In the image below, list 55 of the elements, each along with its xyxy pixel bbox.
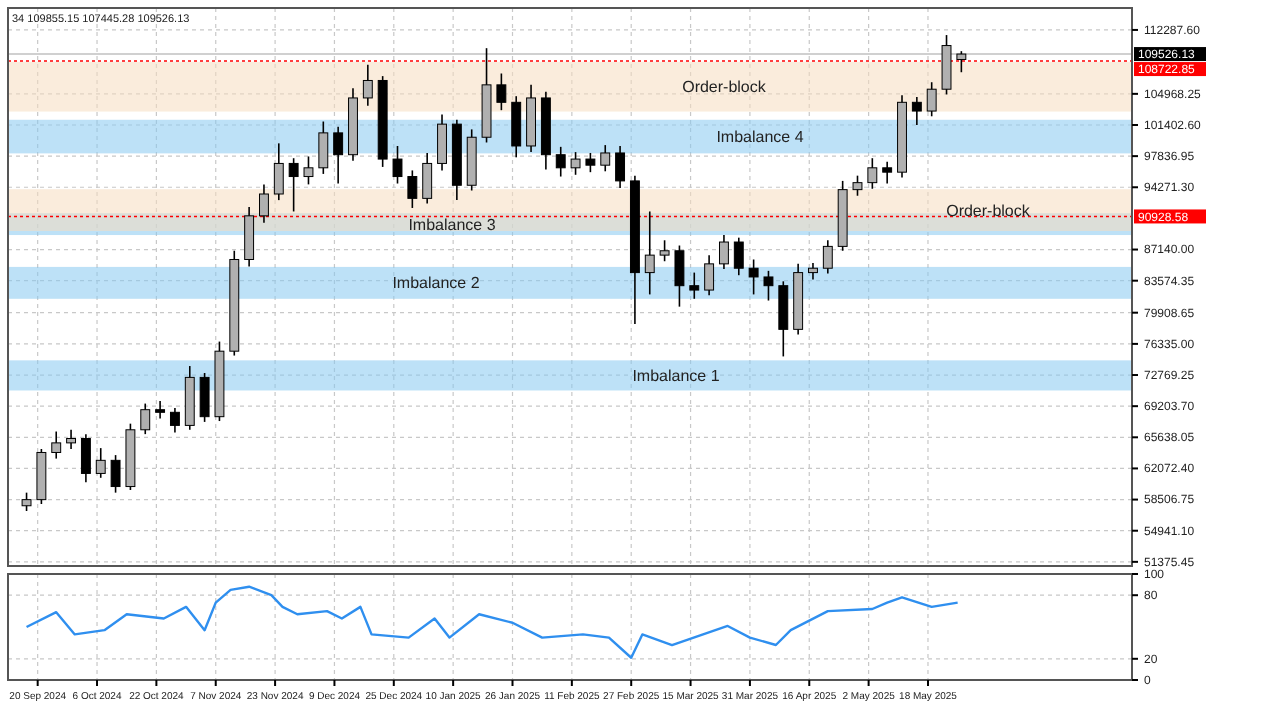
candlestick bbox=[704, 254, 715, 297]
candlestick bbox=[437, 113, 447, 172]
candlestick bbox=[199, 372, 210, 423]
candlestick bbox=[318, 120, 329, 175]
candlestick bbox=[51, 430, 62, 460]
candlestick bbox=[763, 270, 774, 302]
band-label: Imbalance 4 bbox=[716, 128, 805, 147]
candlestick bbox=[867, 157, 878, 190]
candlestick bbox=[941, 34, 952, 96]
candlestick bbox=[66, 428, 77, 450]
candlestick bbox=[36, 448, 47, 505]
candlestick bbox=[155, 400, 166, 420]
candlestick bbox=[644, 210, 655, 296]
candlestick bbox=[244, 206, 255, 268]
candlestick bbox=[748, 258, 759, 296]
candlestick bbox=[882, 160, 893, 185]
candlestick bbox=[911, 96, 922, 126]
candlestick bbox=[80, 433, 91, 483]
candlestick bbox=[407, 169, 418, 209]
candlestick bbox=[392, 145, 403, 185]
candlestick bbox=[110, 454, 121, 494]
band-label: Order-block bbox=[682, 78, 768, 97]
candlestick bbox=[778, 280, 789, 358]
candlestick bbox=[555, 146, 566, 178]
candlestick bbox=[362, 63, 373, 107]
candlestick bbox=[719, 234, 729, 270]
candlestick bbox=[659, 239, 670, 263]
candlestick bbox=[140, 402, 151, 435]
band-label: Order-block bbox=[946, 201, 1032, 220]
band-label: Imbalance 3 bbox=[408, 215, 497, 234]
candlestick bbox=[570, 151, 581, 176]
candlestick bbox=[333, 125, 344, 185]
candlestick bbox=[822, 239, 833, 275]
candlestick bbox=[852, 174, 863, 197]
candlestick bbox=[259, 183, 269, 224]
candlestick bbox=[600, 144, 611, 173]
candlestick bbox=[303, 155, 314, 186]
candlestick bbox=[956, 50, 967, 74]
candlestick bbox=[95, 447, 106, 479]
candlestick bbox=[733, 236, 744, 277]
band-label: Imbalance 2 bbox=[392, 274, 481, 293]
candlestick bbox=[615, 145, 626, 189]
candlestick bbox=[926, 81, 937, 118]
candlestick bbox=[689, 271, 700, 300]
candlestick bbox=[288, 157, 299, 213]
band-label: Imbalance 1 bbox=[632, 367, 721, 386]
candlestick bbox=[674, 244, 685, 308]
candlestick bbox=[169, 407, 180, 434]
candlestick bbox=[511, 95, 522, 159]
candlestick bbox=[422, 152, 433, 205]
candlestick bbox=[21, 491, 32, 512]
candlestick bbox=[585, 152, 596, 173]
candlestick bbox=[496, 72, 507, 111]
line-series bbox=[25, 585, 959, 659]
candlestick bbox=[273, 142, 284, 201]
